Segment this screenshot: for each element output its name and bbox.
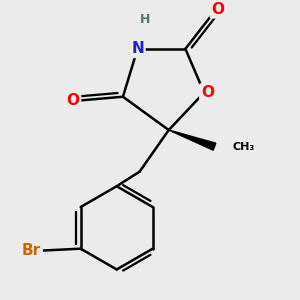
Text: H: H [140,13,150,26]
Text: O: O [211,2,224,17]
Text: O: O [67,93,80,108]
Text: N: N [131,41,144,56]
Polygon shape [169,130,216,150]
Text: Br: Br [22,243,41,258]
Text: CH₃: CH₃ [232,142,254,152]
Text: O: O [201,85,214,100]
